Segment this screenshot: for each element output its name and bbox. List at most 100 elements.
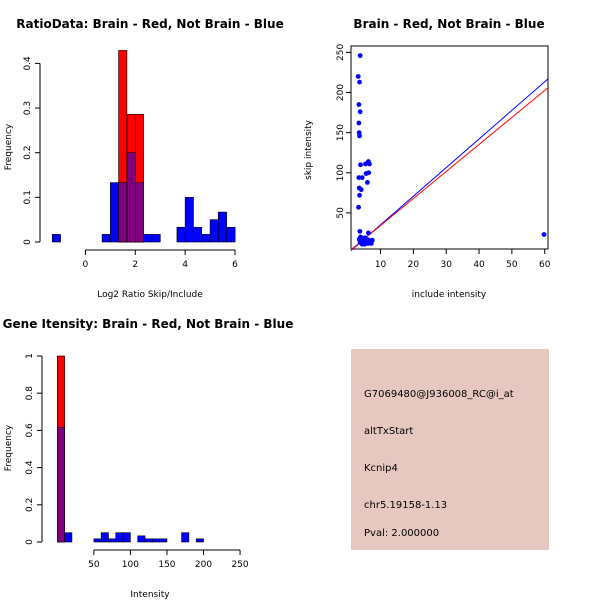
- event-type: altTxStart: [364, 426, 413, 437]
- blue-bar: [176, 226, 186, 243]
- x-tick-label: 10: [375, 260, 387, 270]
- x-tick-label: 0: [83, 260, 89, 270]
- blue-bar: [184, 197, 194, 243]
- scatter-panel: Brain - Red, Not Brain - Blue include in…: [304, 17, 551, 300]
- y-tick-label: 0: [25, 539, 35, 545]
- scatter-point: [541, 232, 547, 237]
- y-tick-label: 0.8: [25, 386, 35, 401]
- y-tick-label: 0.6: [25, 423, 35, 438]
- x-tick-label: 40: [473, 260, 485, 270]
- y-tick-label: 100: [336, 164, 346, 181]
- blue-bar: [110, 182, 119, 243]
- blue-bar: [64, 532, 73, 543]
- y-tick-label: 0.2: [25, 498, 35, 512]
- blue-bar: [137, 535, 146, 543]
- scatter-xlabel: include intensity: [412, 290, 487, 300]
- overlap-bar: [118, 182, 128, 243]
- scatter-point: [356, 120, 362, 126]
- ratio-ylabel: Frequency: [4, 123, 14, 170]
- scatter-point: [360, 239, 366, 245]
- blue-bar: [201, 234, 211, 243]
- y-tick-label: 200: [336, 84, 346, 101]
- blue-bar: [51, 234, 61, 243]
- ratio-plot-area: 0 2 4 6 0 0.1 0.2 0.3 0.4: [23, 50, 238, 270]
- scatter-point: [357, 228, 363, 234]
- scatter-point: [368, 240, 374, 246]
- intensity-plot-area: 50 100 150 200 250 0 0.2 0.4 0.6 0.8 1: [25, 353, 249, 570]
- blue-bar: [108, 538, 117, 543]
- blue-bar: [193, 226, 202, 243]
- y-tick-label: 1: [25, 353, 35, 359]
- y-tick-label: 250: [336, 44, 346, 61]
- scatter-point: [357, 109, 363, 115]
- blue-bar: [122, 532, 131, 543]
- overlap-bar: [134, 182, 144, 243]
- scatter-point: [362, 235, 368, 241]
- overlap-bar: [57, 426, 65, 543]
- x-tick-label: 150: [158, 560, 175, 570]
- pval: Pval: 2.000000: [364, 528, 439, 539]
- scatter-point: [356, 175, 362, 180]
- x-tick-label: 100: [122, 560, 139, 570]
- blue-bar: [93, 538, 102, 543]
- y-tick-label: 0.1: [23, 190, 33, 204]
- blue-bar: [195, 538, 204, 543]
- x-tick-label: 50: [88, 560, 100, 570]
- blue-bar: [151, 234, 161, 243]
- scatter-point: [355, 74, 361, 79]
- scatter-point: [356, 102, 362, 107]
- probe-id: G7069480@J936008_RC@i_at: [364, 389, 514, 400]
- location: chr5.19158-1.13: [364, 500, 447, 511]
- blue-bar: [209, 219, 219, 243]
- overlap-bar: [126, 152, 136, 243]
- y-tick-label: 0.3: [23, 101, 33, 115]
- scatter-point: [357, 79, 362, 85]
- scatter-point: [363, 171, 369, 176]
- info-background: [351, 349, 549, 550]
- y-tick-label: 150: [336, 124, 346, 141]
- ratio-histogram-panel: RatioData: Brain - Red, Not Brain - Blue…: [4, 17, 284, 300]
- x-tick-label: 2: [132, 260, 138, 270]
- intensity-xlabel: Intensity: [130, 590, 170, 600]
- scatter-point: [356, 204, 361, 210]
- ratio-xlabel: Log2 Ratio Skip/Include: [97, 290, 203, 300]
- scatter-point: [365, 180, 370, 185]
- x-tick-label: 50: [506, 260, 518, 270]
- scatter-ylabel: skip intensity: [304, 119, 314, 180]
- y-tick-label: 0: [23, 239, 33, 245]
- scatter-point: [359, 175, 365, 180]
- scatter-point: [366, 161, 372, 167]
- blue-bar: [159, 538, 168, 543]
- blue-bar: [152, 538, 160, 543]
- ratio-title: RatioData: Brain - Red, Not Brain - Blue: [16, 17, 283, 31]
- intensity-histogram-panel: Gene Itensity: Brain - Red, Not Brain - …: [3, 317, 294, 600]
- y-tick-label: 0.4: [25, 460, 35, 475]
- x-tick-label: 200: [195, 560, 212, 570]
- intensity-title: Gene Itensity: Brain - Red, Not Brain - …: [3, 317, 294, 331]
- y-tick-label: 50: [336, 207, 346, 219]
- x-tick-label: 20: [408, 260, 420, 270]
- info-panel: G7069480@J936008_RC@i_at altTxStart Kcni…: [351, 349, 549, 550]
- x-tick-label: 60: [539, 260, 551, 270]
- blue-bar: [101, 234, 111, 243]
- blue-bar: [226, 226, 236, 243]
- scatter-point: [358, 187, 364, 193]
- scatter-point: [357, 192, 362, 198]
- x-tick-label: 4: [182, 260, 188, 270]
- y-tick-label: 0.2: [23, 146, 33, 160]
- regression-line: [350, 87, 549, 251]
- scatter-title: Brain - Red, Not Brain - Blue: [353, 17, 544, 31]
- x-tick-label: 30: [440, 260, 452, 270]
- blue-bar: [115, 532, 124, 543]
- x-tick-label: 250: [231, 560, 248, 570]
- scatter-point: [363, 161, 368, 167]
- scatter-point: [358, 162, 363, 168]
- scatter-point: [358, 234, 363, 240]
- y-tick-label: 0.4: [23, 56, 33, 71]
- scatter-plot-area: 10 20 30 40 50 60 50 100 150 200 250: [336, 44, 551, 270]
- blue-bar: [143, 234, 153, 243]
- blue-bar: [181, 532, 190, 543]
- blue-bar: [218, 211, 227, 243]
- intensity-ylabel: Frequency: [4, 424, 14, 471]
